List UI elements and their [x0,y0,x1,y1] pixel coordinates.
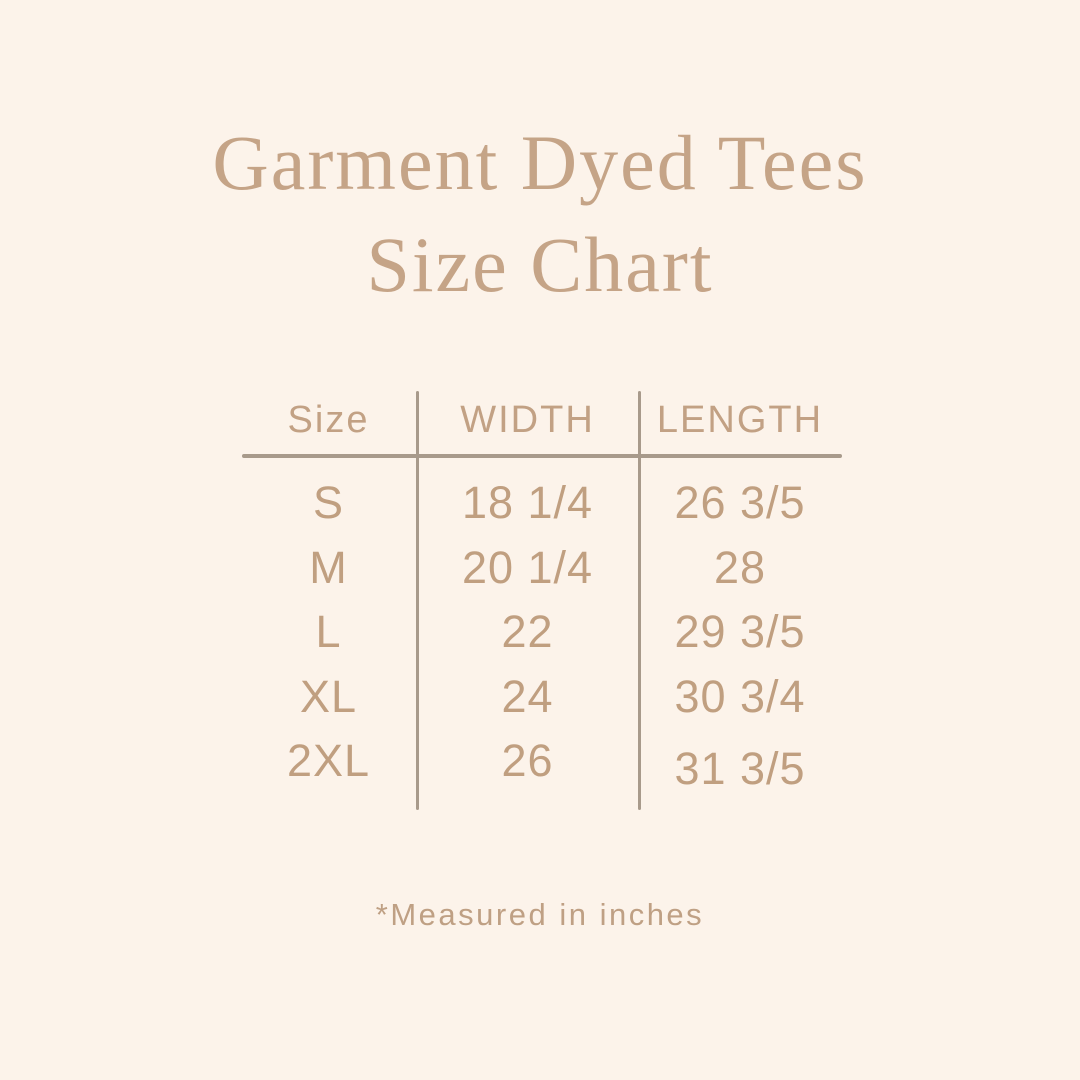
row-m-length-value: 28 [713,541,767,593]
page-title-line-2: Size Chart [366,221,714,308]
row-xl-size-label: XL [299,670,358,722]
row-xl-length-value: 30 3/4 [674,670,806,722]
column-header-length: LENGTH [656,399,824,441]
row-l-width-value: 22 [501,606,554,658]
row-l-size-label: L [315,606,342,658]
row-s-size-label: S [312,477,344,529]
column-header-width: WIDTH [460,399,595,441]
header-gap [240,456,842,471]
size-chart-table: Size WIDTH LENGTH S 18 1/4 26 3/5 M 20 1… [240,385,842,810]
row-l-length-value: 29 3/5 [674,606,806,658]
row-2xl-width-value: 26 [501,735,554,787]
row-m-width-value: 20 1/4 [461,541,594,593]
row-2xl-size-label: 2XL [286,735,371,787]
column-header-size: Size [287,399,370,441]
page-title: Garment Dyed Tees Size Chart [0,112,1080,316]
row-s-length-value: 26 3/5 [674,477,806,529]
column-divider-width-length [637,391,641,810]
column-divider-size-width [415,391,419,810]
row-m-size-label: M [309,541,348,593]
header-divider-line [242,454,842,458]
row-xl-width-value: 24 [501,670,554,722]
row-2xl-length-value: 31 3/5 [674,743,806,795]
page-title-line-1: Garment Dyed Tees [212,119,868,206]
row-s-width-value: 18 1/4 [461,477,594,529]
measurement-note: *Measured in inches [375,897,705,932]
